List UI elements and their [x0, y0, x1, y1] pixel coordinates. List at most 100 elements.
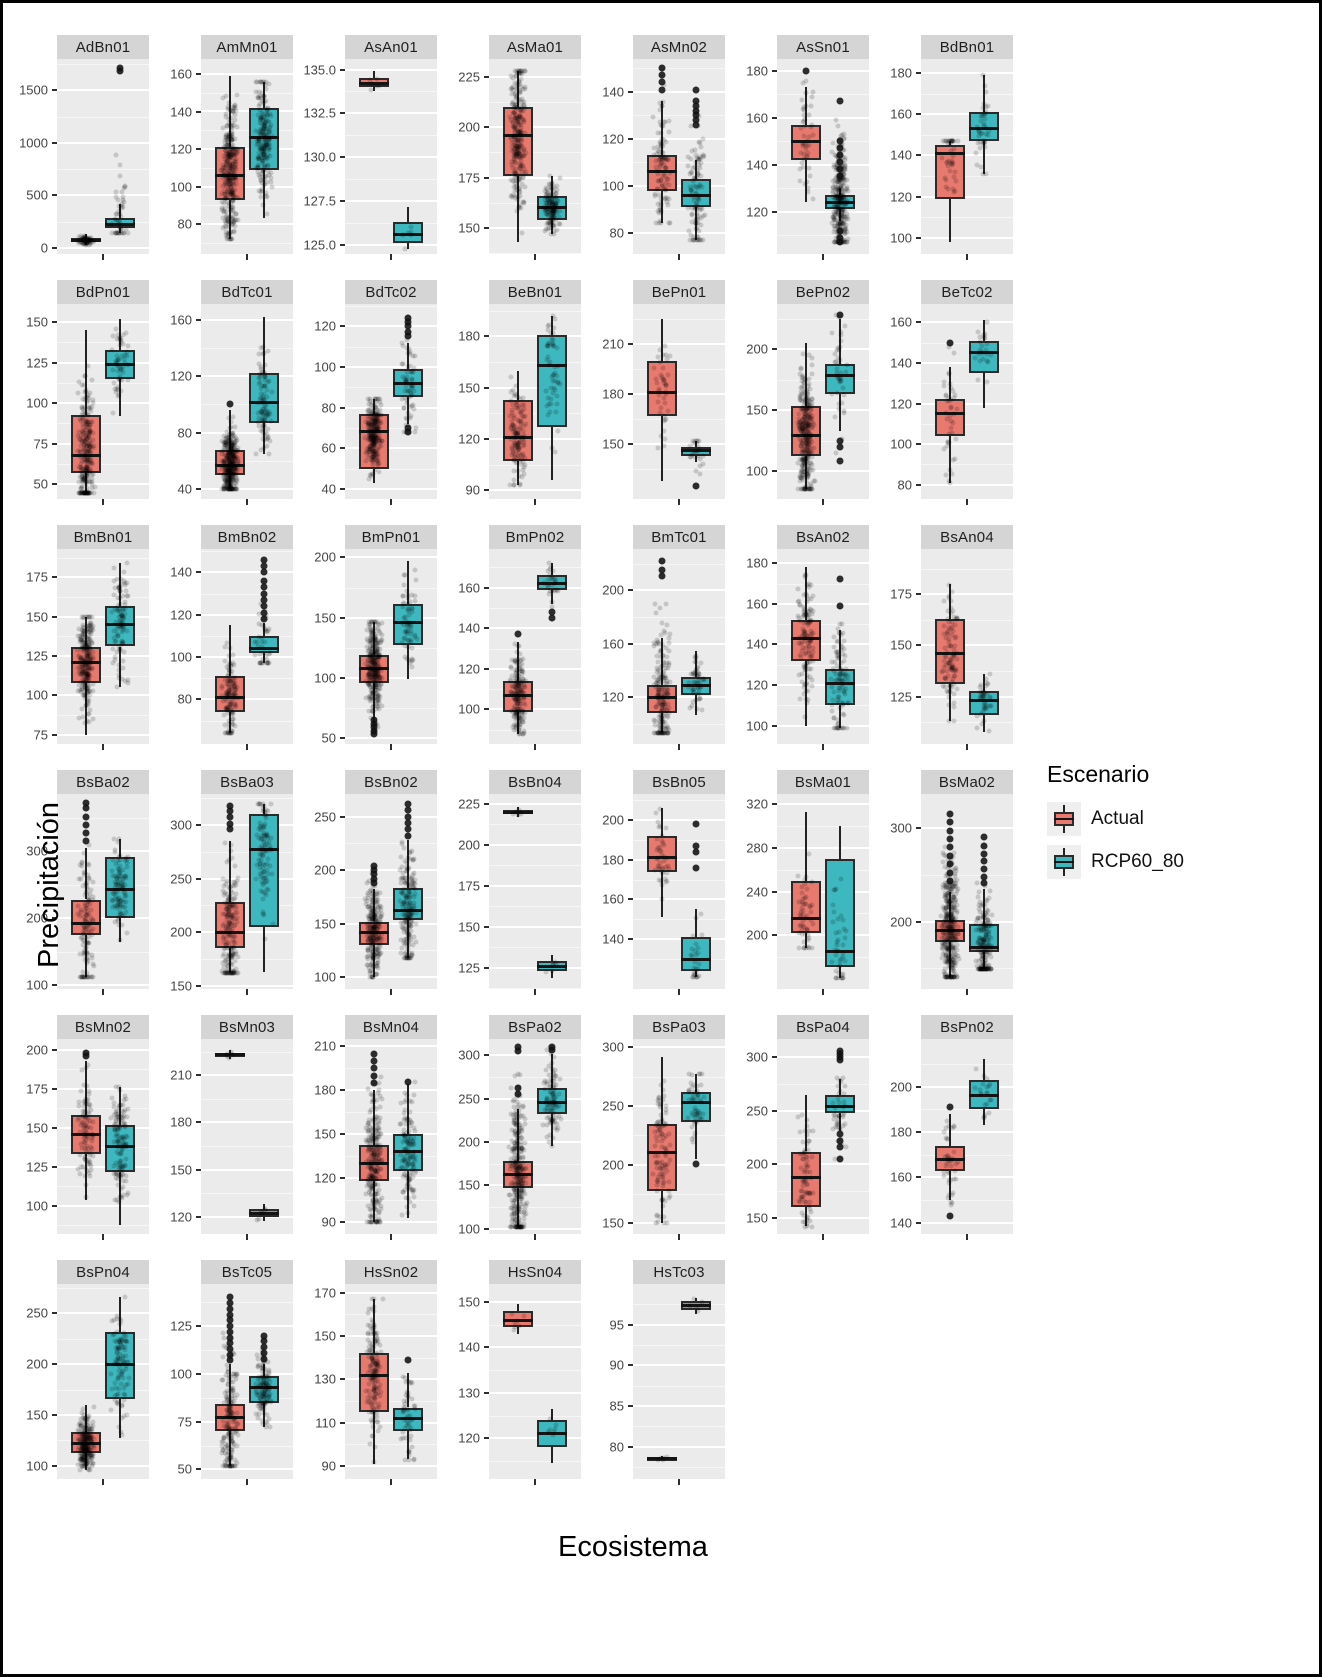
y-tick-label: 120 [170, 368, 192, 384]
box-rcp60_80-whisker-lower [119, 378, 121, 417]
box-actual-median [71, 660, 101, 664]
box-rcp60_80-median [537, 364, 567, 368]
y-tick-mark [772, 1109, 777, 1112]
x-tick-mark [390, 744, 392, 750]
box-actual-whisker-lower [373, 945, 375, 978]
box-rcp60_80-whisker-upper [839, 630, 841, 669]
box-rcp60_80 [393, 888, 423, 921]
box-actual-median [215, 1416, 245, 1420]
box-rcp60_80-outlier [980, 833, 988, 841]
facet-BdTc01: BdTc01 40 80 120 160 [155, 280, 299, 525]
box-actual-median [935, 929, 965, 933]
box-actual-whisker-upper [373, 71, 375, 79]
box-actual-whisker-upper [805, 343, 807, 407]
facet-BsPa02: BsPa02 100 150 200 250 300 [443, 1015, 587, 1260]
jitter-points [57, 794, 149, 989]
y-tick-mark [484, 1227, 489, 1230]
box-rcp60_80 [969, 340, 999, 374]
jitter-points [201, 794, 293, 989]
y-tick-label: 150 [314, 610, 336, 626]
y-tick-label: 100 [458, 1221, 480, 1237]
y-tick-label: 150 [26, 1407, 48, 1423]
box-rcp60_80-median [825, 374, 855, 378]
box-rcp60_80-whisker-lower [263, 926, 265, 972]
x-tick-mark [534, 499, 536, 505]
facet-plot [57, 304, 149, 499]
y-tick-mark [772, 724, 777, 727]
y-tick-mark [628, 1104, 633, 1107]
y-tick-label: 150 [170, 1162, 192, 1178]
y-tick-label: 180 [890, 1124, 912, 1140]
box-actual-whisker-upper [85, 1060, 87, 1116]
y-tick-mark [484, 1184, 489, 1187]
box-rcp60_80-whisker-lower [983, 715, 985, 732]
box-rcp60_80-median [249, 1385, 279, 1389]
box-rcp60_80-whisker-lower [551, 970, 553, 978]
box-actual-whisker-upper [229, 1050, 231, 1054]
box-rcp60_80-whisker-lower [119, 1171, 121, 1225]
box-actual-outlier [370, 866, 378, 874]
y-tick-label: 140 [890, 147, 912, 163]
y-tick-mark [916, 443, 921, 446]
y-tick-mark [772, 1056, 777, 1059]
facet-title: BeBn01 [489, 280, 581, 304]
y-tick-label: 150 [458, 1294, 480, 1310]
facet-BePn01: BePn01 150 180 210 [587, 280, 731, 525]
facet-BmPn02: BmPn02 100 120 140 160 [443, 525, 587, 770]
box-actual-outlier [658, 64, 666, 72]
y-tick-mark [340, 487, 345, 490]
box-rcp60_80-whisker-upper [407, 1372, 409, 1408]
x-tick-mark [390, 1234, 392, 1240]
facet-title: BsPn02 [921, 1015, 1013, 1039]
box-rcp60_80-outlier [836, 1143, 844, 1151]
box-rcp60_80-whisker-lower [263, 1216, 265, 1222]
y-tick-mark [484, 226, 489, 229]
box-rcp60_80-median [969, 1094, 999, 1098]
y-tick-mark [628, 137, 633, 140]
box-actual-outlier [226, 820, 234, 828]
jitter-points [57, 1039, 149, 1234]
y-tick-label: 150 [170, 978, 192, 994]
y-tick-mark [628, 1364, 633, 1367]
y-tick-mark [484, 667, 489, 670]
jitter-points [633, 794, 725, 989]
box-rcp60_80-outlier [116, 64, 124, 72]
jitter-points [921, 549, 1013, 744]
box-actual-outlier [946, 827, 954, 835]
y-tick-label: 100 [26, 687, 48, 703]
facet-AsMn02: AsMn02 80 100 120 140 [587, 35, 731, 280]
y-tick-mark [484, 438, 489, 441]
facet-title: BsAn02 [777, 525, 869, 549]
legend-title: Escenario [1047, 761, 1150, 787]
box-actual-outlier [370, 1079, 378, 1087]
y-tick-label: 120 [170, 1209, 192, 1225]
box-actual-whisker-upper [661, 101, 663, 156]
y-tick-label: 75 [33, 436, 48, 452]
y-tick-label: 125 [26, 355, 48, 370]
y-tick-label: 140 [602, 931, 624, 947]
y-tick-label: 200 [458, 1134, 480, 1150]
box-actual-outlier [946, 877, 954, 885]
box-rcp60_80-whisker-upper [695, 909, 697, 938]
y-tick-mark [340, 447, 345, 450]
y-tick-mark [52, 694, 57, 697]
box-rcp60_80-outlier [980, 865, 988, 873]
y-tick-label: 175 [458, 170, 480, 186]
y-tick-label: 100 [314, 670, 336, 686]
y-tick-label: 125 [26, 648, 48, 664]
box-actual-whisker-lower [805, 160, 807, 203]
jitter-points [345, 794, 437, 989]
y-tick-label: 300 [170, 817, 192, 833]
y-tick-mark [340, 1378, 345, 1381]
y-tick-mark [484, 335, 489, 338]
facet-title: AsMa01 [489, 35, 581, 59]
box-actual-outlier [82, 837, 90, 845]
jitter-points [777, 59, 869, 254]
facet-plot [633, 1284, 725, 1479]
facet-plot [57, 549, 149, 744]
box-rcp60_80-outlier [692, 102, 700, 110]
jitter-points [57, 794, 149, 989]
x-tick-mark [966, 254, 968, 260]
y-tick-mark [52, 654, 57, 657]
jitter-points [201, 1039, 293, 1234]
